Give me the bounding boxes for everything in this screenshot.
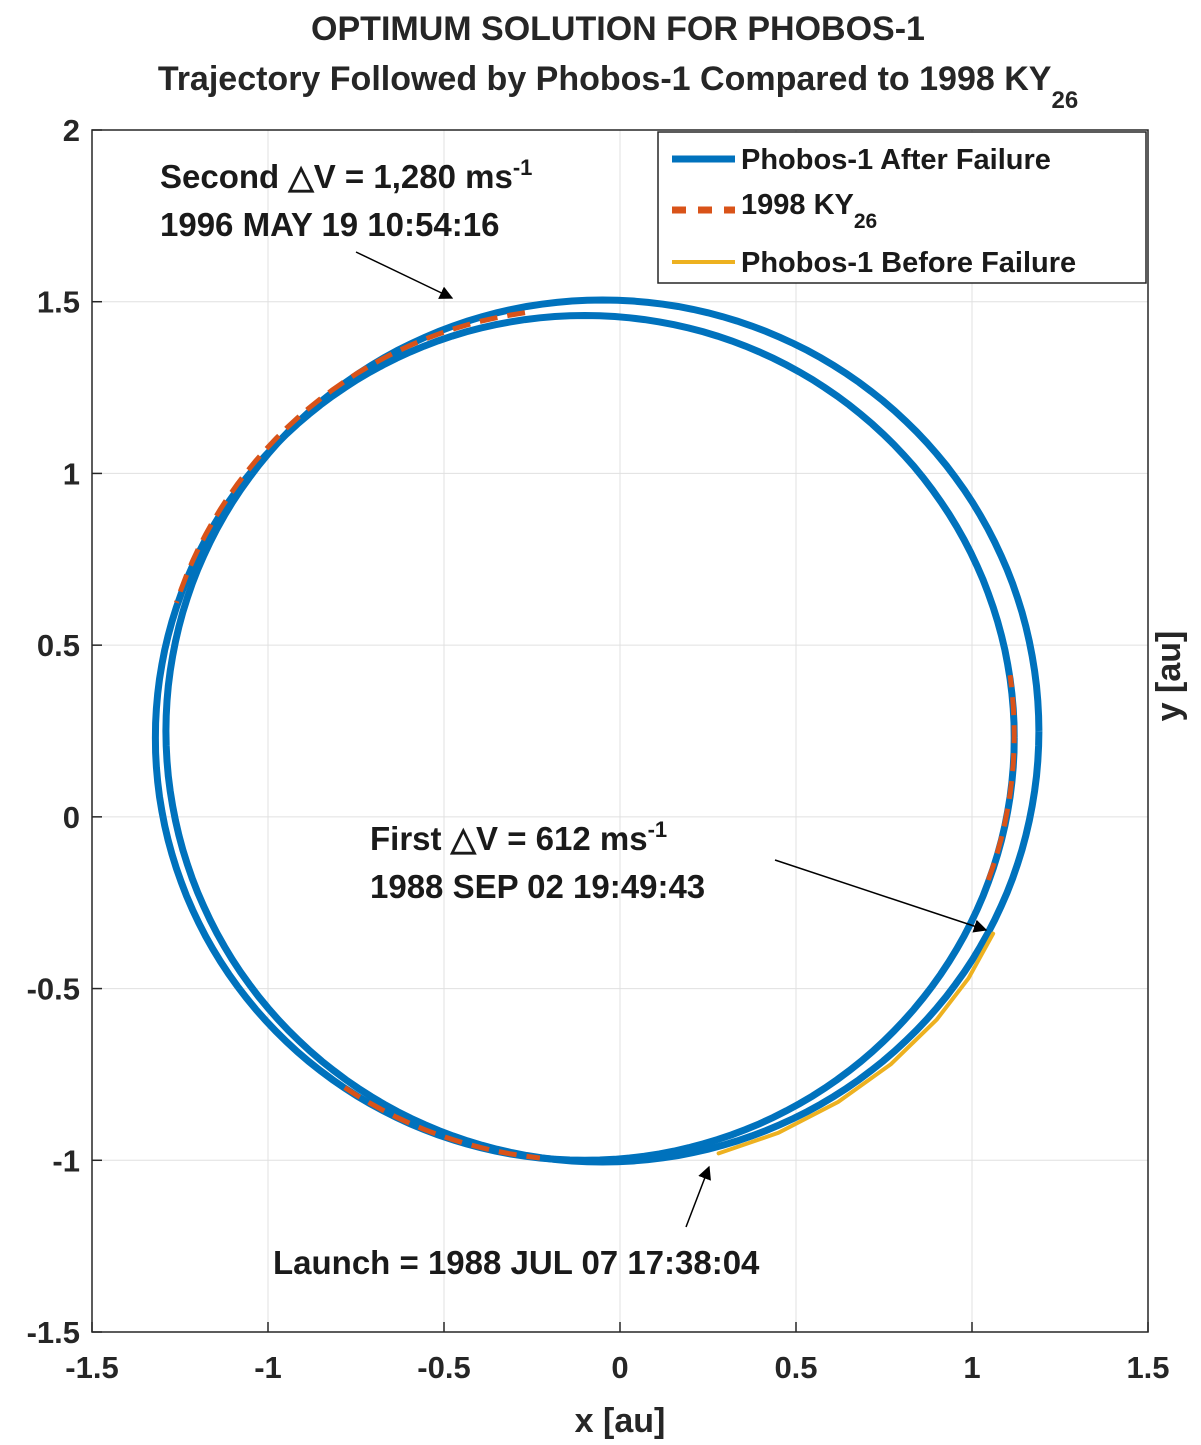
series-ky26-arc-2 — [343, 1085, 541, 1161]
series-ky26-arc-1 — [174, 310, 526, 604]
annotation-first-dv-sup: -1 — [648, 817, 668, 842]
annotation-launch: Launch = 1988 JUL 07 17:38:04 — [273, 1165, 760, 1281]
x-tick-label: -0.5 — [417, 1350, 470, 1385]
y-tick-labels: -1.5 -1 -0.5 0 0.5 1 1.5 2 — [27, 113, 80, 1350]
annotation-first-dv: First △V = 612 ms-1 1988 SEP 02 19:49:43 — [370, 817, 988, 933]
legend: Phobos-1 After Failure 1998 KY26 Phobos-… — [657, 131, 1147, 284]
x-tick-label: -1 — [254, 1350, 282, 1385]
series-layer — [151, 296, 1043, 1166]
annotation-first-dv-text: First △V = 612 ms — [370, 820, 648, 857]
svg-text:First △V = 612 ms-1: First △V = 612 ms-1 — [370, 817, 667, 857]
svg-text:Second △V = 1,280 ms-1: Second △V = 1,280 ms-1 — [160, 155, 532, 195]
chart-title-line2-main: Trajectory Followed by Phobos-1 Compared… — [158, 60, 1052, 98]
series-after-failure-orbit-2 — [151, 311, 1018, 1164]
annotation-second-dv-arrow — [355, 251, 454, 299]
y-tick-label: 0 — [63, 800, 80, 835]
x-tick-label: -1.5 — [65, 1350, 118, 1385]
series-ky26-arc-3 — [985, 674, 1017, 881]
legend-label-ky26-sub: 26 — [854, 210, 877, 233]
y-tick-label: -1 — [52, 1143, 80, 1178]
annotation-second-dv-sup: -1 — [513, 155, 533, 180]
y-tick-label: 0.5 — [37, 628, 80, 663]
series-after-failure-orbit-1 — [162, 296, 1043, 1166]
legend-label-ky26: 1998 KY26 — [741, 189, 877, 233]
y-tick-label: 1 — [63, 456, 80, 491]
x-tick-label: 1 — [963, 1350, 980, 1385]
legend-label-before-failure: Phobos-1 Before Failure — [741, 247, 1076, 279]
annotation-second-dv-date: 1996 MAY 19 10:54:16 — [160, 206, 499, 243]
x-tick-labels: -1.5 -1 -0.5 0 0.5 1 1.5 — [65, 1350, 1169, 1385]
legend-label-ky26-main: 1998 KY — [741, 189, 854, 221]
y-tick-label: -0.5 — [27, 972, 80, 1007]
annotation-second-dv: Second △V = 1,280 ms-1 1996 MAY 19 10:54… — [160, 155, 532, 299]
series-before-failure — [716, 931, 996, 1156]
chart-title-line2: Trajectory Followed by Phobos-1 Compared… — [158, 60, 1078, 114]
x-tick-label: 0 — [611, 1350, 628, 1385]
annotation-first-dv-date: 1988 SEP 02 19:49:43 — [370, 868, 705, 905]
x-tick-label: 1.5 — [1126, 1350, 1169, 1385]
annotation-launch-text: Launch = 1988 JUL 07 17:38:04 — [273, 1244, 760, 1281]
annotation-first-dv-arrow — [774, 859, 988, 933]
annotation-second-dv-text: Second △V = 1,280 ms — [160, 158, 513, 195]
y-tick-label: 2 — [63, 113, 80, 148]
y-tick-label: -1.5 — [27, 1315, 80, 1350]
legend-label-after-failure: Phobos-1 After Failure — [741, 144, 1051, 176]
x-axis-label: x [au] — [575, 1402, 666, 1440]
chart-title-line2-sub: 26 — [1051, 87, 1078, 114]
annotation-launch-arrow — [685, 1165, 711, 1228]
legend-box — [657, 131, 1147, 284]
plot-frame — [91, 129, 1149, 1333]
chart-title-line1: OPTIMUM SOLUTION FOR PHOBOS-1 — [311, 10, 925, 48]
y-tick-label: 1.5 — [37, 285, 80, 320]
y-axis-label: y [au] — [1150, 631, 1188, 722]
x-tick-label: 0.5 — [774, 1350, 817, 1385]
